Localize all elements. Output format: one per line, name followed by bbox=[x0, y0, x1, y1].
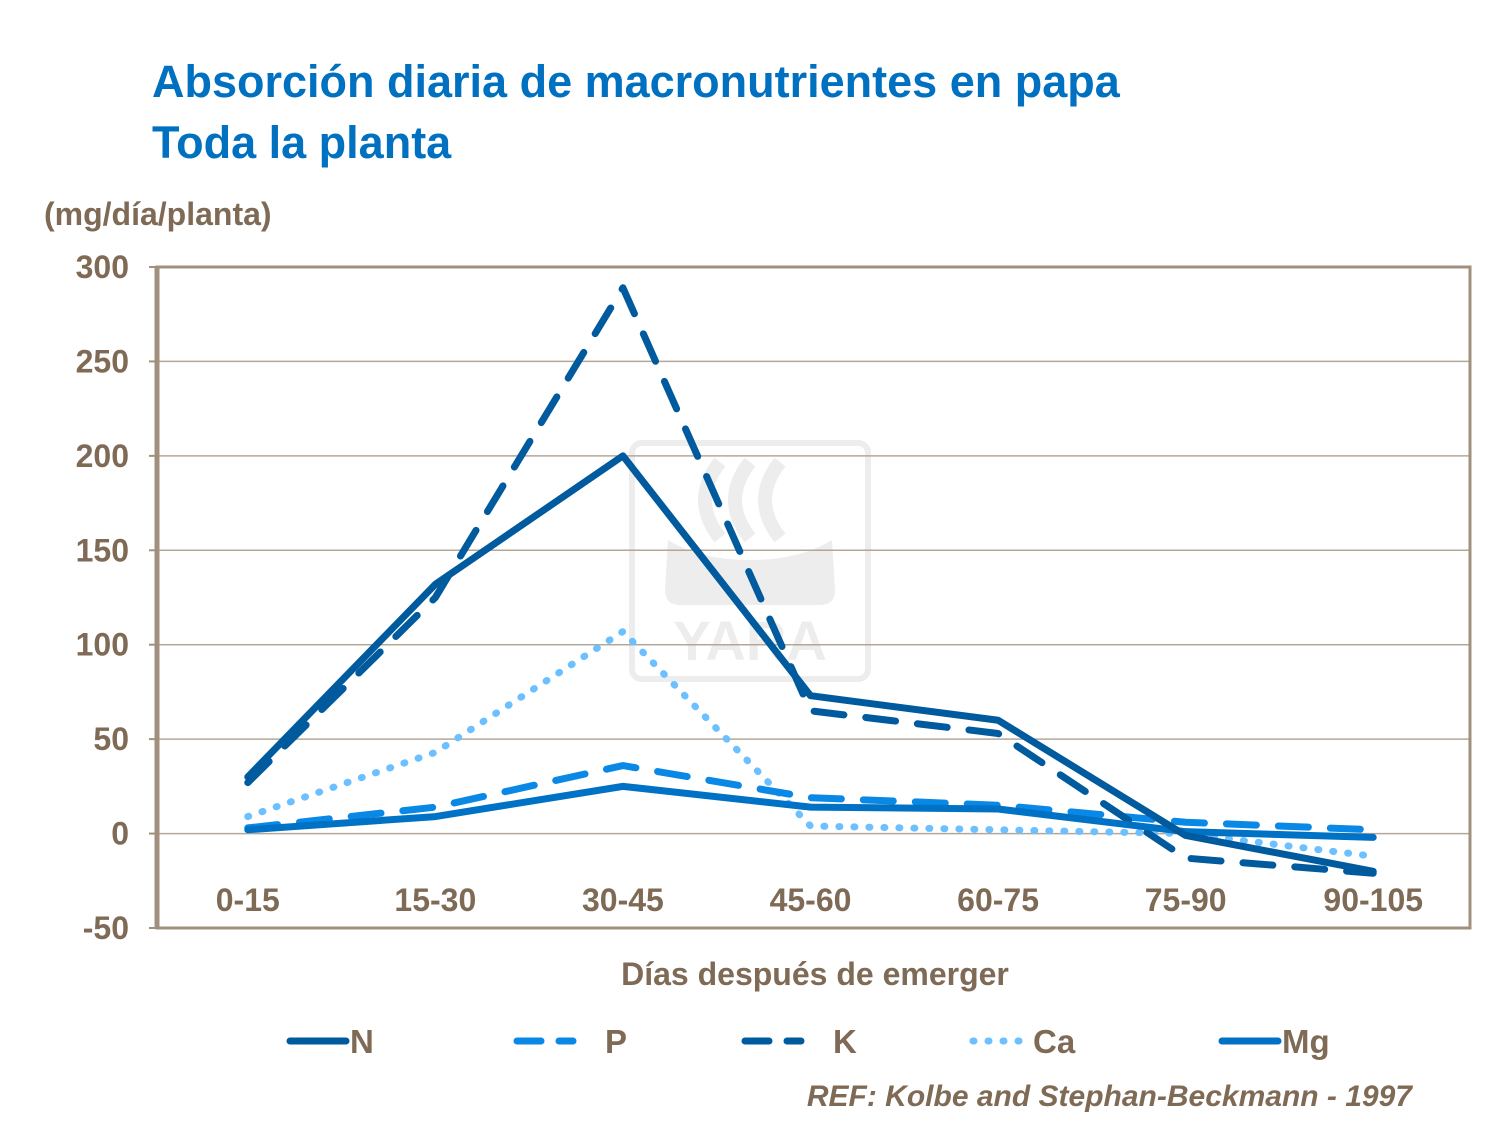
source-reference: REF: Kolbe and Stephan-Beckmann - 1997 bbox=[806, 1080, 1412, 1113]
chart-title: Absorción diaria de macronutrientes en p… bbox=[152, 56, 1120, 107]
x-tick-label: 15-30 bbox=[394, 882, 476, 918]
x-tick-label: 60-75 bbox=[957, 882, 1039, 918]
y-tick-label: 50 bbox=[93, 721, 129, 757]
x-tick-label: 45-60 bbox=[770, 882, 852, 918]
y-tick-label: 150 bbox=[76, 532, 129, 568]
legend-label-mg: Mg bbox=[1282, 1023, 1330, 1060]
y-tick-label: 100 bbox=[76, 627, 129, 663]
x-tick-label: 90-105 bbox=[1323, 882, 1423, 918]
y-tick-label: 200 bbox=[76, 438, 129, 474]
y-axis-label: (mg/día/planta) bbox=[44, 196, 272, 232]
y-tick-label: 300 bbox=[76, 249, 129, 285]
legend-label-k: K bbox=[833, 1023, 857, 1060]
x-tick-label: 0-15 bbox=[216, 882, 280, 918]
legend-label-ca: Ca bbox=[1033, 1023, 1076, 1060]
y-tick-label: 0 bbox=[111, 816, 129, 852]
x-tick-label: 75-90 bbox=[1145, 882, 1227, 918]
y-tick-label: 250 bbox=[76, 343, 129, 379]
legend-label-p: P bbox=[605, 1023, 627, 1060]
x-tick-label: 30-45 bbox=[582, 882, 664, 918]
legend-label-n: N bbox=[350, 1023, 374, 1060]
y-tick-label: -50 bbox=[83, 910, 129, 946]
x-axis-label: Días después de emerger bbox=[621, 956, 1009, 992]
yara-watermark-logo: YARA bbox=[629, 440, 871, 682]
chart-subtitle: Toda la planta bbox=[152, 117, 452, 168]
